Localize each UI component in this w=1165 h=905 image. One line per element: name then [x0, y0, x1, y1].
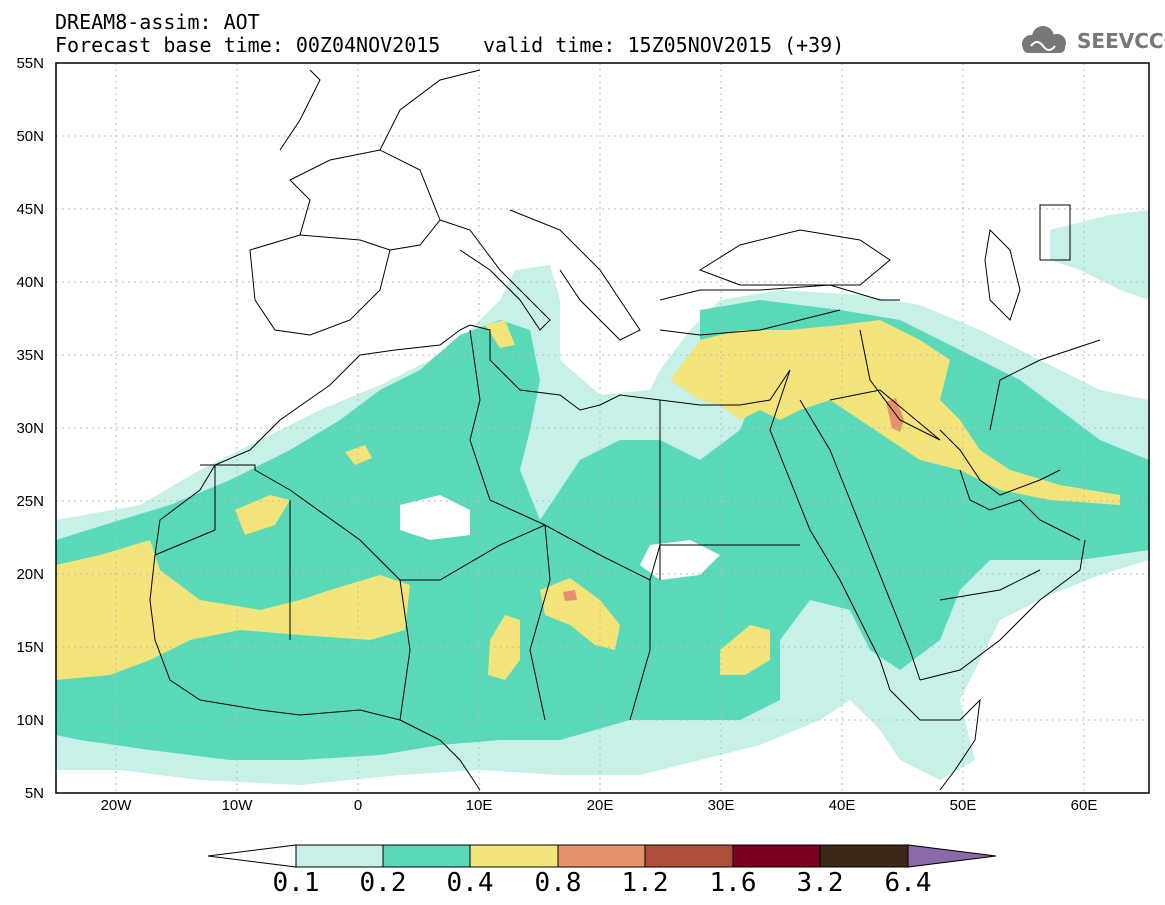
- valid-time: valid time: 15Z05NOV2015 (+39): [483, 33, 845, 57]
- aot-band-0.2: [56, 300, 1149, 760]
- lat-label: 30N: [16, 420, 44, 437]
- lon-label: 60E: [1070, 797, 1098, 814]
- aot-hole-1: [400, 495, 470, 540]
- lat-label: 50N: [16, 128, 44, 145]
- aot-band-0.4-tunisia: [485, 320, 515, 348]
- lon-label: 40E: [828, 797, 856, 814]
- colorbar-bin-0.4-0.8: [469, 844, 559, 868]
- coastlines: [149, 69, 1086, 791]
- colorbar-low-arrow: [207, 844, 297, 868]
- lon-label: 50E: [949, 797, 977, 814]
- lat-label: 5N: [24, 785, 44, 802]
- colorbar-label: 0.2: [359, 868, 407, 898]
- aot-band-0.4-chad: [540, 578, 620, 650]
- colorbar-label: 0.1: [272, 868, 320, 898]
- aot-band-0.8-chad: [563, 590, 577, 601]
- colorbar-bin-3.2-6.4: [819, 844, 909, 868]
- colorbar-bin-1.2-1.6: [644, 844, 734, 868]
- lat-label: 15N: [16, 639, 44, 656]
- colorbar-label: 1.6: [709, 868, 757, 898]
- lat-label: 20N: [16, 566, 44, 583]
- lat-label: 25N: [16, 493, 44, 510]
- lon-label: 20W: [100, 797, 132, 814]
- lat-label: 45N: [16, 201, 44, 218]
- lat-label: 35N: [16, 347, 44, 364]
- lon-label: 30E: [707, 797, 735, 814]
- colorbar-label: 3.2: [796, 868, 844, 898]
- colorbar-label: 0.4: [446, 868, 494, 898]
- colorbar-label: 0.8: [534, 868, 582, 898]
- lat-label: 55N: [16, 55, 44, 72]
- aot-band-0.4-sudan: [720, 625, 770, 675]
- colorbar-bin-0.1-0.2: [295, 844, 384, 868]
- logo-text: SEEVCCC: [1077, 29, 1165, 53]
- colorbar: [207, 844, 997, 868]
- lat-label: 10N: [16, 712, 44, 729]
- logo: [1022, 26, 1066, 53]
- aot-field: [56, 210, 1149, 785]
- aot-band-0.4-west2: [235, 495, 290, 535]
- forecast-base-time: Forecast base time: 00Z04NOV2015: [55, 33, 441, 57]
- lon-label: 10W: [221, 797, 253, 814]
- lon-label: 10E: [465, 797, 493, 814]
- grid-lines: [56, 63, 1149, 793]
- colorbar-high-arrow: [907, 844, 997, 868]
- lon-label: 0: [353, 797, 363, 814]
- borders: [154, 204, 1101, 721]
- aot-band-0.4-west: [56, 540, 410, 680]
- aot-band-0.4-niger: [488, 615, 520, 680]
- map-title: DREAM8-assim: AOT: [55, 10, 260, 34]
- colorbar-bin-0.2-0.4: [382, 844, 471, 868]
- colorbar-bin-0.8-1.2: [557, 844, 646, 868]
- lon-label: 20E: [586, 797, 614, 814]
- map-frame: [55, 62, 1150, 794]
- colorbar-bin-1.6-3.2: [732, 844, 821, 868]
- colorbar-label: 6.4: [884, 868, 932, 898]
- lat-label: 40N: [16, 274, 44, 291]
- colorbar-label: 1.2: [621, 868, 669, 898]
- aot-band-0.1-ne: [1050, 210, 1149, 300]
